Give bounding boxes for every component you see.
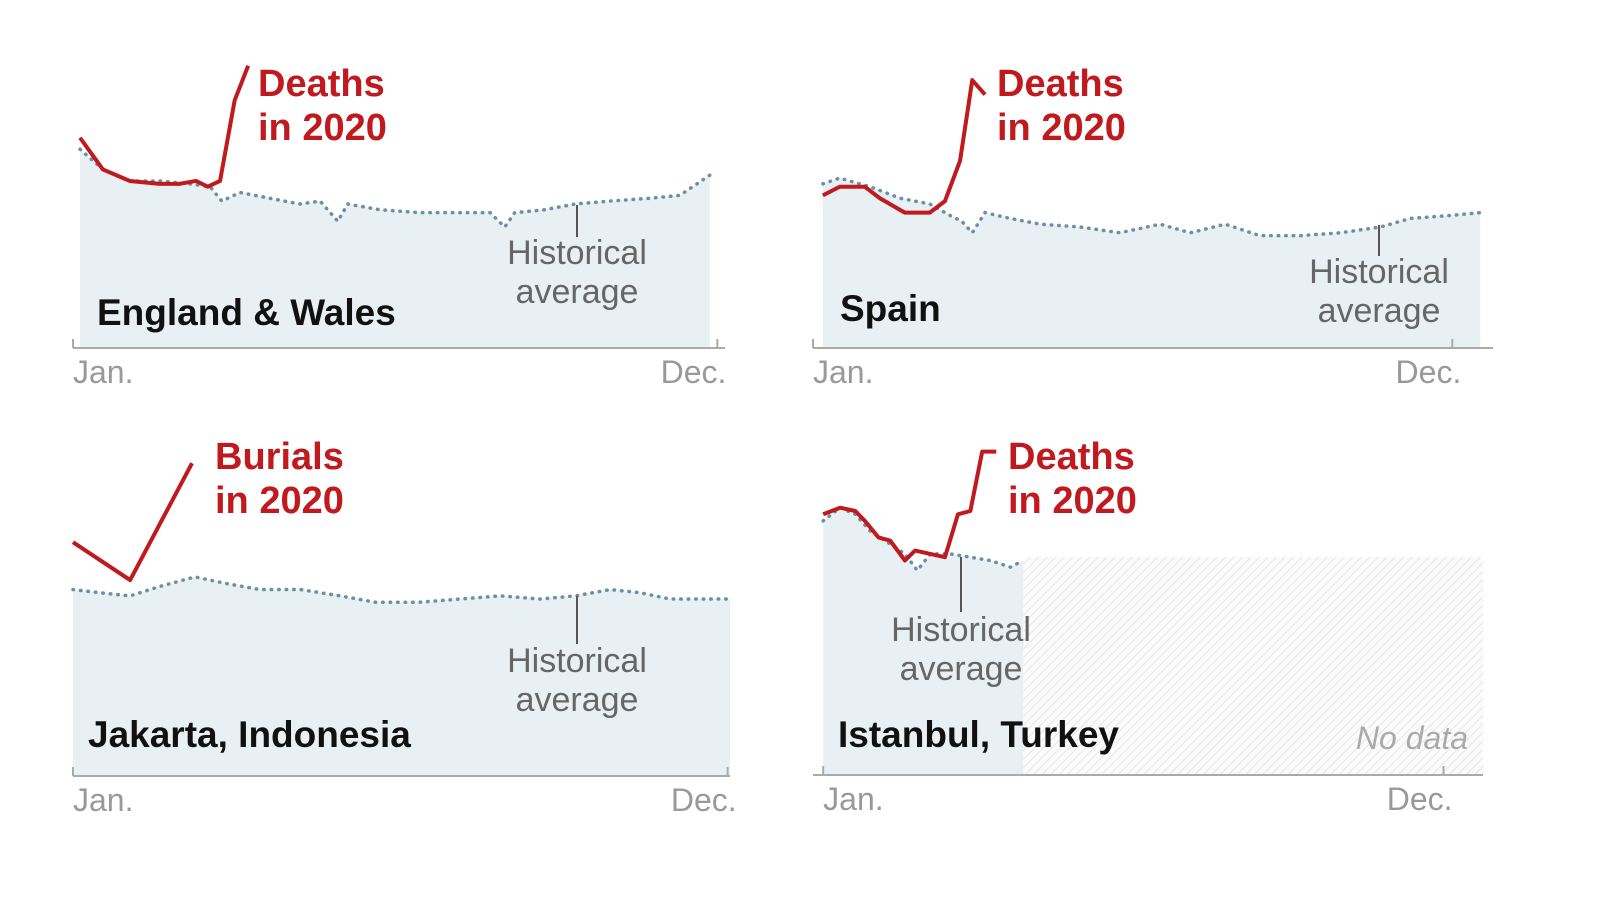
line-2020 <box>822 449 997 563</box>
series-label: Historical average <box>1309 253 1449 330</box>
panel-title: Istanbul, Turkey <box>838 714 1119 755</box>
x-tick-label: Jan. <box>813 354 874 390</box>
x-tick-label: Jan. <box>73 782 134 818</box>
no-data-area <box>1023 557 1483 775</box>
x-tick-label: Dec. <box>670 782 737 818</box>
series-label: Historical average <box>507 642 647 719</box>
series-label: Deaths in 2020 <box>997 63 1126 149</box>
x-tick-label: Jan. <box>823 781 884 817</box>
panel-title: England & Wales <box>97 292 396 333</box>
line-2020 <box>821 78 987 215</box>
line-2020 <box>78 65 251 189</box>
series-label: Deaths in 2020 <box>258 63 387 149</box>
x-tick-label: Jan. <box>73 354 134 390</box>
average-line <box>821 505 1026 574</box>
series-label: Burials in 2020 <box>215 436 344 522</box>
panel-title: Spain <box>840 288 941 329</box>
average-area <box>73 576 730 776</box>
series-label: Historical average <box>891 611 1031 688</box>
average-area <box>823 507 1024 775</box>
series-label: Deaths in 2020 <box>1008 436 1137 522</box>
line-2020 <box>71 462 194 583</box>
no-data-label: No data <box>1355 720 1468 756</box>
average-area <box>822 178 1481 348</box>
average-line <box>71 575 732 604</box>
average-line <box>821 176 1482 238</box>
x-tick-label: Dec. <box>1395 354 1462 390</box>
x-tick-label: Dec. <box>1386 781 1453 817</box>
series-label: Historical average <box>507 234 647 311</box>
average-area <box>80 149 710 348</box>
x-tick-label: Dec. <box>660 354 727 390</box>
panel-title: Jakarta, Indonesia <box>88 714 411 755</box>
